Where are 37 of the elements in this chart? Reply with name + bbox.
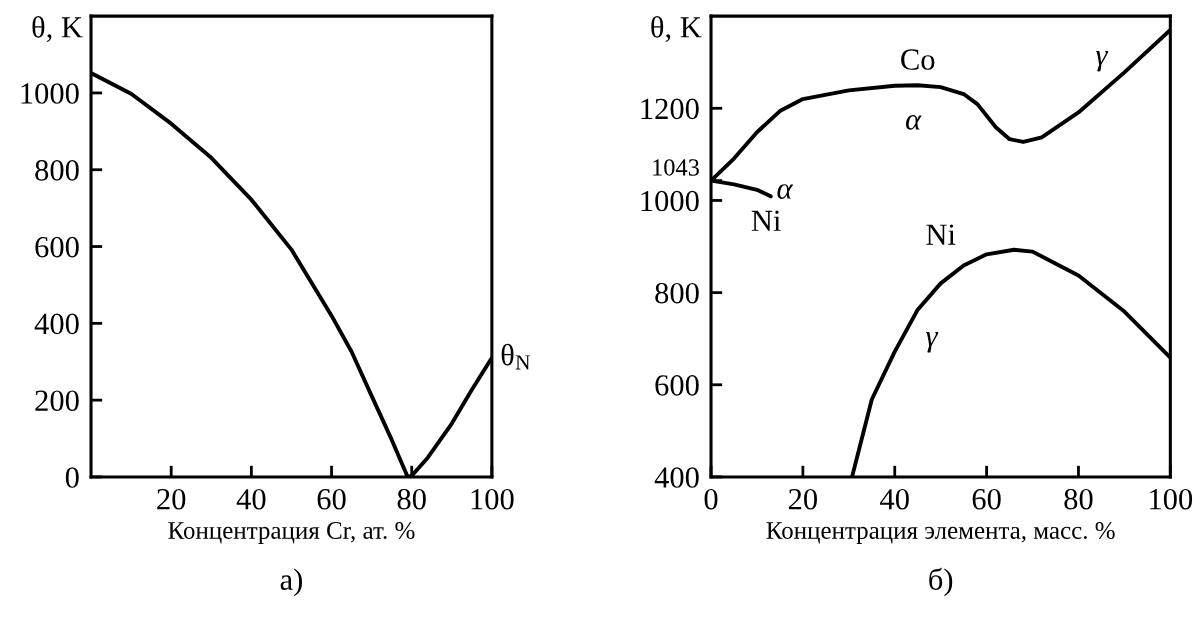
x-tick-label: 60 [317,488,346,510]
annotation: θ$_{N}$ [501,343,531,370]
annotation: γ [926,332,939,353]
y-tick-label: 400 [654,467,699,488]
y-tick-label: 600 [35,236,79,258]
x-tick-label: 80 [397,488,426,510]
x-tick-label: 20 [157,488,186,510]
y-tick-label: 800 [655,282,699,304]
y-axis-title: θ, K [651,15,702,43]
y-tick-label: 600 [655,375,699,396]
x-tick-label: 100 [1150,488,1193,510]
y-tick-label: 1200 [641,98,699,120]
annotation: α [777,184,794,199]
annotation: Ni [926,224,956,245]
x-axis-title: Концентрация Cr, ат. % [168,522,415,544]
annotation: α [906,115,922,130]
x-tick-label: 60 [972,488,1001,510]
text: а) [280,568,302,597]
x-tick-label: 80 [1064,488,1093,510]
y-tick-label: 200 [35,390,79,412]
annotation: γ [1095,50,1109,72]
y-tick-label: 1000 [21,83,79,104]
y-tick-label: 400 [34,313,79,335]
y-tick-label: 1043 [653,159,699,176]
x-axis-title: Концентрация элемента, масс. % [766,522,1115,544]
x-tick-label: 40 [880,488,909,510]
y-tick-label: 800 [35,160,79,181]
text: б) [929,567,953,597]
annotation: Co [901,49,935,70]
annotation: Ni [751,210,781,231]
y-tick-label: 1000 [641,190,699,212]
x-tick-label: 0 [704,488,718,510]
x-tick-label: 100 [471,488,514,510]
x-tick-label: 40 [236,488,266,510]
y-tick-label: 0 [65,467,79,488]
x-tick-label: 20 [788,488,817,510]
y-axis-title: θ, K [32,15,83,43]
